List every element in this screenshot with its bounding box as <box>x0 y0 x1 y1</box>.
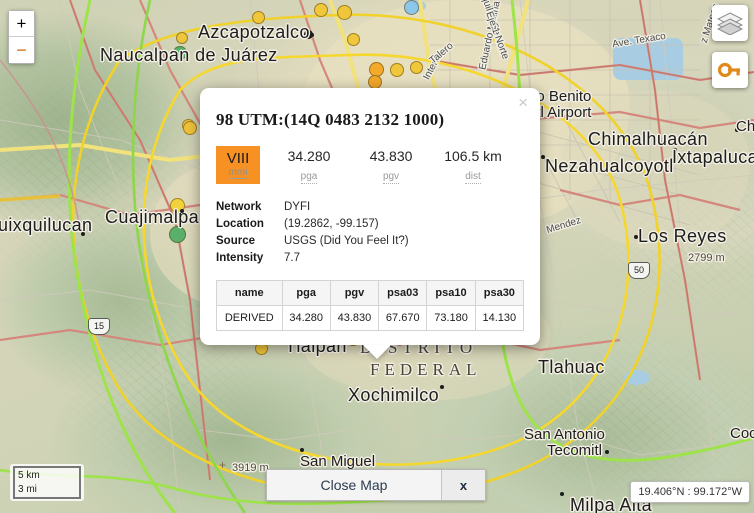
city-dot <box>605 450 609 454</box>
contour-mmi-inner <box>142 53 630 466</box>
cell-psa30: 14.130 <box>474 305 525 331</box>
contour-pink <box>0 59 81 231</box>
close-map-x-button[interactable]: x <box>441 470 485 500</box>
cell-pgv: 43.830 <box>329 305 380 331</box>
popup-stats-row: VIII mmi 34.280 pga 43.830 pgv 106.5 km … <box>216 146 524 184</box>
stat-value: 106.5 km <box>444 148 502 164</box>
meta-value: 7.7 <box>284 252 300 264</box>
scale-mi: 3 mi <box>13 483 81 499</box>
meta-key: Network <box>216 201 262 213</box>
scale-bar: 5 km 3 mi <box>10 464 84 501</box>
city-dot <box>673 148 677 152</box>
cell-pga: 34.280 <box>281 305 331 331</box>
city-dot <box>81 232 85 236</box>
dyfi-marker[interactable] <box>368 75 382 89</box>
column-header-pgv: pgv <box>329 280 380 306</box>
cell-psa10: 73.180 <box>426 305 476 331</box>
peak-marker: + <box>219 458 227 472</box>
coordinate-readout: 19.406°N : 99.172°W <box>630 481 750 503</box>
stat-value: 34.280 <box>287 148 331 164</box>
stat-label: pgv <box>382 170 400 184</box>
dyfi-marker[interactable] <box>390 63 404 77</box>
zoom-out-button[interactable]: − <box>9 37 34 63</box>
station-info-popup: × 98 UTM:(14Q 0483 2132 1000) VIII mmi 3… <box>200 88 540 345</box>
meta-row-network: Network DYFI <box>216 200 524 215</box>
column-header-psa10: psa10 <box>426 280 476 306</box>
dyfi-marker[interactable] <box>337 5 352 20</box>
meta-value: (19.2862, -99.157) <box>284 218 379 230</box>
column-header-psa30: psa30 <box>474 280 525 306</box>
dyfi-marker[interactable] <box>252 11 265 24</box>
city-dot <box>300 448 304 452</box>
contour-mmi-green-west <box>67 0 177 513</box>
stat-pga: 34.280 pga <box>278 146 340 184</box>
dyfi-marker[interactable] <box>176 32 188 44</box>
column-header-name: name <box>216 280 283 306</box>
city-dot <box>310 33 314 37</box>
meta-value: DYFI <box>284 201 311 213</box>
derived-values-table: name pga pgv psa03 psa10 psa30 DERIVED 3… <box>216 280 525 331</box>
close-map-bar[interactable]: Close Map x <box>266 469 486 501</box>
column-header-psa03: psa03 <box>378 280 428 306</box>
dyfi-marker[interactable] <box>173 46 187 60</box>
cell-psa03: 67.670 <box>378 305 428 331</box>
highway-shield: 50 <box>628 262 650 279</box>
contour-mmi-green-west2 <box>131 0 247 513</box>
highway-shield: 15 <box>88 318 110 335</box>
column-header-pga: pga <box>281 280 331 306</box>
popup-metadata: Network DYFI Location (19.2862, -99.157)… <box>216 200 524 266</box>
city-dot <box>180 209 184 213</box>
stat-dist: 106.5 km dist <box>442 146 504 184</box>
mmi-value: VIII <box>226 150 250 168</box>
layers-control-button[interactable] <box>712 5 748 41</box>
legend-key-button[interactable] <box>712 52 748 88</box>
table-row: DERIVED 34.280 43.830 67.670 73.180 14.1… <box>216 305 525 331</box>
city-dot <box>541 155 545 159</box>
dyfi-marker[interactable] <box>410 61 423 74</box>
popup-title: 98 UTM:(14Q 0483 2132 1000) <box>216 110 445 129</box>
zoom-control[interactable]: + − <box>8 10 35 64</box>
stat-label: pga <box>300 170 318 184</box>
close-icon[interactable]: × <box>515 92 531 113</box>
layers-icon <box>717 12 743 35</box>
cell-name: DERIVED <box>216 305 283 331</box>
dyfi-marker[interactable] <box>347 33 360 46</box>
meta-value: USGS (Did You Feel It?) <box>284 235 409 247</box>
dyfi-marker[interactable] <box>304 30 313 39</box>
city-dot <box>560 492 564 496</box>
meta-row-source: Source USGS (Did You Feel It?) <box>216 234 524 249</box>
meta-key: Intensity <box>216 252 264 264</box>
dyfi-marker[interactable] <box>314 3 328 17</box>
key-icon <box>718 62 740 78</box>
city-dot <box>440 385 444 389</box>
zoom-in-button[interactable]: + <box>9 11 34 37</box>
stat-label: dist <box>465 170 481 184</box>
meta-key: Location <box>216 218 264 230</box>
mmi-badge: VIII mmi <box>216 146 260 184</box>
scale-km: 5 km <box>13 466 81 483</box>
dyfi-marker[interactable] <box>169 226 186 243</box>
table-header-row: name pga pgv psa03 psa10 psa30 <box>216 280 525 306</box>
dyfi-marker[interactable] <box>183 121 197 135</box>
mmi-label: mmi <box>228 166 248 179</box>
stat-value: 43.830 <box>369 148 413 164</box>
meta-key: Source <box>216 235 255 247</box>
stat-pgv: 43.830 pgv <box>360 146 422 184</box>
city-dot <box>735 128 739 132</box>
city-dot <box>634 235 638 239</box>
meta-row-intensity: Intensity 7.7 <box>216 251 524 266</box>
dyfi-marker[interactable] <box>404 0 419 15</box>
meta-row-location: Location (19.2862, -99.157) <box>216 217 524 232</box>
close-map-button[interactable]: Close Map <box>267 470 441 500</box>
